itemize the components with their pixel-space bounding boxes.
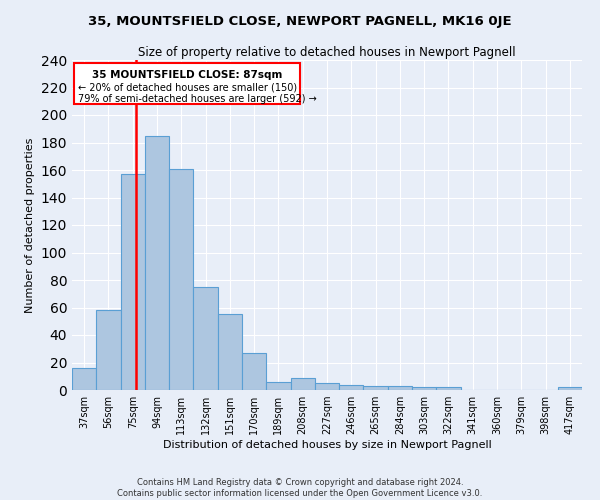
Bar xyxy=(388,386,412,390)
Bar xyxy=(339,384,364,390)
Bar xyxy=(193,287,218,390)
Bar xyxy=(169,168,193,390)
Bar xyxy=(364,386,388,390)
Y-axis label: Number of detached properties: Number of detached properties xyxy=(25,138,35,312)
Text: ← 20% of detached houses are smaller (150): ← 20% of detached houses are smaller (15… xyxy=(78,82,297,92)
Bar xyxy=(412,387,436,390)
Bar xyxy=(96,310,121,390)
X-axis label: Distribution of detached houses by size in Newport Pagnell: Distribution of detached houses by size … xyxy=(163,440,491,450)
Bar xyxy=(436,387,461,390)
Bar xyxy=(290,378,315,390)
FancyBboxPatch shape xyxy=(74,62,299,104)
Bar xyxy=(121,174,145,390)
Bar xyxy=(266,382,290,390)
Text: 35, MOUNTSFIELD CLOSE, NEWPORT PAGNELL, MK16 0JE: 35, MOUNTSFIELD CLOSE, NEWPORT PAGNELL, … xyxy=(88,15,512,28)
Text: 79% of semi-detached houses are larger (592) →: 79% of semi-detached houses are larger (… xyxy=(78,94,317,104)
Bar xyxy=(72,368,96,390)
Bar xyxy=(242,353,266,390)
Bar xyxy=(315,383,339,390)
Bar xyxy=(218,314,242,390)
Bar xyxy=(558,387,582,390)
Text: Contains HM Land Registry data © Crown copyright and database right 2024.
Contai: Contains HM Land Registry data © Crown c… xyxy=(118,478,482,498)
Bar xyxy=(145,136,169,390)
Title: Size of property relative to detached houses in Newport Pagnell: Size of property relative to detached ho… xyxy=(138,46,516,59)
Text: 35 MOUNTSFIELD CLOSE: 87sqm: 35 MOUNTSFIELD CLOSE: 87sqm xyxy=(92,70,282,80)
